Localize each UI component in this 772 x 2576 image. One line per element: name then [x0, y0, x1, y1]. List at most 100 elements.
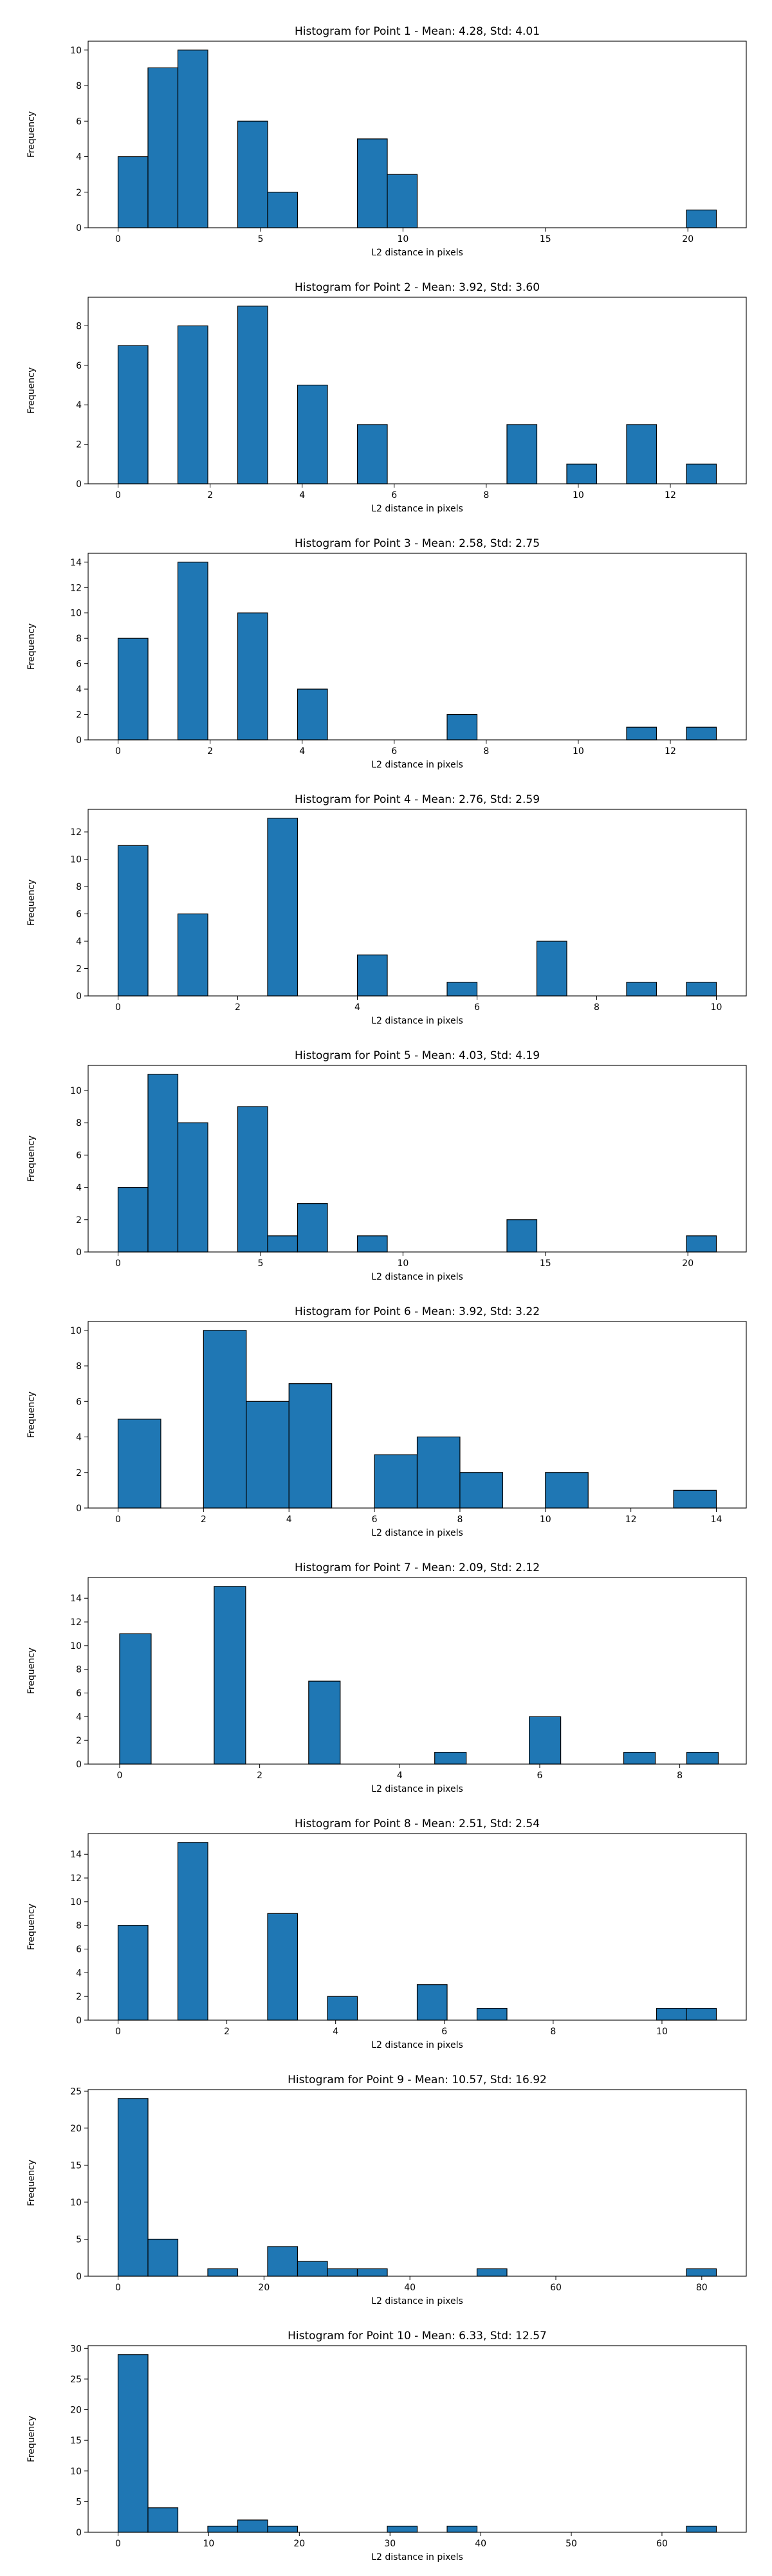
histogram-bar: [119, 1633, 152, 1765]
x-tick-label: 10: [203, 2539, 214, 2549]
axes-frame: [87, 2089, 747, 2277]
x-tick-label: 12: [665, 746, 676, 757]
axes-frame: [87, 1577, 747, 1765]
histogram-bar: [177, 562, 208, 741]
histogram-bar: [267, 2525, 299, 2533]
y-tick-label: 4: [76, 685, 82, 695]
chart-title: Histogram for Point 1 - Mean: 4.28, Std:…: [295, 25, 540, 38]
x-tick-label: 0: [115, 490, 121, 501]
x-tick-label: 4: [286, 1514, 292, 1525]
y-tick-label: 0: [76, 2528, 82, 2538]
y-axis-label: Frequency: [26, 367, 37, 414]
y-tick-label: 5: [76, 2497, 82, 2507]
x-tick-label: 60: [550, 2283, 562, 2293]
histogram-bar: [529, 1716, 562, 1765]
x-axis-label: L2 distance in pixels: [371, 2296, 463, 2306]
y-tick-label: 2: [76, 1468, 82, 1478]
histogram-bar: [459, 1472, 503, 1509]
x-tick-label: 2: [201, 1514, 207, 1525]
histogram-bar: [147, 2507, 179, 2533]
y-tick-label: 6: [76, 1397, 82, 1407]
y-tick-label: 8: [76, 1361, 82, 1372]
histogram-bar: [297, 2261, 328, 2277]
x-tick-label: 20: [293, 2539, 305, 2549]
histogram-bar: [237, 2519, 268, 2533]
y-tick-label: 10: [70, 46, 82, 56]
y-tick-label: 0: [76, 1247, 82, 1258]
histogram-bar: [117, 2098, 149, 2277]
y-tick-label: 20: [70, 2406, 82, 2416]
y-tick-label: 2: [76, 1736, 82, 1746]
axes-frame: [87, 2345, 747, 2533]
x-tick-label: 40: [404, 2283, 416, 2293]
y-tick-label: 10: [70, 1086, 82, 1096]
y-tick-label: 8: [76, 321, 82, 331]
chart-title: Histogram for Point 2 - Mean: 3.92, Std:…: [295, 281, 540, 294]
y-tick-label: 12: [70, 827, 82, 838]
x-tick-label: 2: [257, 1771, 262, 1781]
x-tick-label: 10: [397, 1258, 409, 1269]
histogram-bar: [177, 1122, 208, 1253]
histogram-bar: [308, 1680, 341, 1765]
histogram-bar: [297, 384, 328, 484]
y-tick-label: 10: [70, 609, 82, 619]
y-tick-label: 2: [76, 964, 82, 975]
histogram-bar: [246, 1401, 290, 1509]
x-tick-label: 12: [625, 1514, 637, 1525]
histogram-bar: [207, 2525, 239, 2533]
histogram-bar: [237, 120, 268, 228]
histogram-bar: [177, 913, 208, 997]
x-tick-label: 6: [537, 1771, 542, 1781]
x-tick-label: 40: [475, 2539, 486, 2549]
x-tick-label: 20: [258, 2283, 270, 2293]
y-tick-label: 0: [76, 479, 82, 490]
x-tick-label: 0: [115, 2283, 121, 2293]
x-tick-label: 8: [594, 1002, 600, 1013]
histogram-bar: [506, 424, 538, 484]
x-tick-label: 0: [115, 1002, 121, 1013]
y-tick-label: 8: [76, 1921, 82, 1931]
histogram-bar: [536, 941, 567, 997]
x-tick-label: 4: [299, 490, 305, 501]
y-tick-label: 0: [76, 1504, 82, 1514]
histogram-bar: [356, 1235, 388, 1253]
x-axis-label: L2 distance in pixels: [371, 1784, 463, 1794]
x-tick-label: 10: [397, 234, 409, 244]
x-tick-label: 4: [333, 2027, 338, 2037]
x-tick-label: 10: [573, 746, 584, 757]
histogram-bar: [387, 174, 418, 228]
y-tick-label: 0: [76, 223, 82, 234]
y-tick-label: 6: [76, 1945, 82, 1955]
axes-frame: [87, 809, 747, 997]
y-tick-label: 14: [70, 1850, 82, 1860]
y-tick-label: 10: [70, 1326, 82, 1336]
histogram-bar: [686, 1751, 719, 1765]
histogram-bar: [686, 2268, 717, 2277]
y-tick-label: 6: [76, 910, 82, 920]
y-tick-label: 14: [70, 1594, 82, 1604]
x-axis-label: L2 distance in pixels: [371, 1272, 463, 1282]
x-tick-label: 5: [257, 1258, 263, 1269]
histogram-bar: [626, 424, 657, 484]
histogram-bar: [267, 192, 299, 228]
histogram-bar: [476, 2007, 508, 2021]
x-tick-label: 10: [573, 490, 584, 501]
y-axis-label: Frequency: [26, 111, 37, 158]
histogram-bar: [626, 982, 657, 997]
y-tick-label: 12: [70, 1873, 82, 1884]
x-tick-label: 6: [391, 490, 397, 501]
histogram-bar: [267, 818, 299, 997]
y-axis-label: Frequency: [26, 1136, 37, 1182]
x-tick-label: 6: [372, 1514, 378, 1525]
x-axis-label: L2 distance in pixels: [371, 504, 463, 514]
chart-title: Histogram for Point 9 - Mean: 10.57, Std…: [288, 2074, 547, 2086]
histogram-bar: [416, 1984, 448, 2021]
y-tick-label: 4: [76, 1712, 82, 1722]
axes-frame: [87, 1321, 747, 1509]
x-tick-label: 8: [550, 2027, 556, 2037]
y-tick-label: 20: [70, 2124, 82, 2134]
histogram-bar: [327, 1996, 358, 2021]
y-tick-label: 10: [70, 1897, 82, 1908]
